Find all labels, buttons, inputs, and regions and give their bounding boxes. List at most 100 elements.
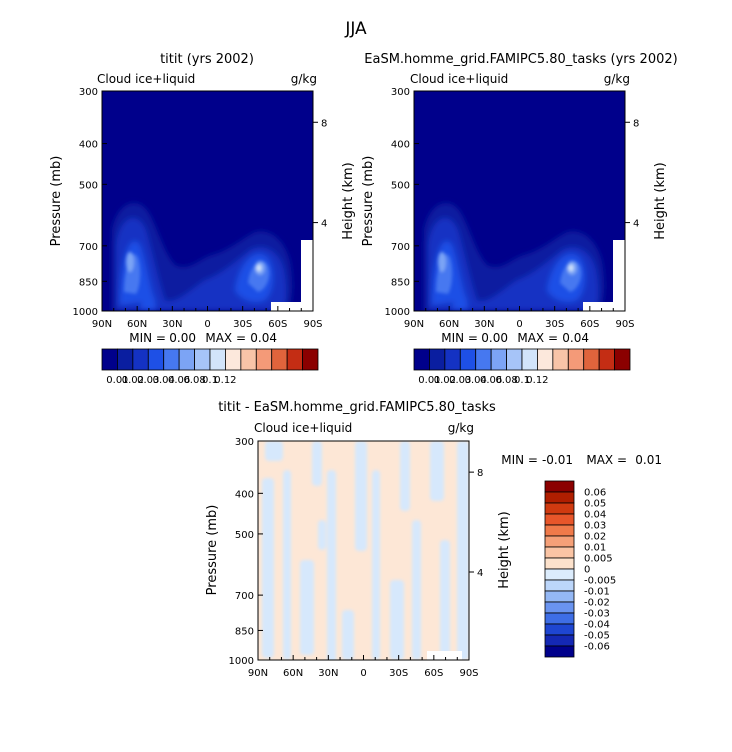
panel-2-colorbar-label: 0.1 (514, 375, 530, 386)
panel-3-min-label: MIN = (501, 453, 538, 467)
panel-2-colorbar-box (490, 348, 507, 371)
panel-3-colorbar-label: -0.02 (584, 598, 610, 609)
panel-1-colorbar-box (286, 348, 303, 371)
panel-2-colorbar-box (521, 348, 538, 371)
panel-2: EaSM.homme_grid.FAMIPC5.80_tasks (yrs 20… (361, 52, 678, 386)
panel-1: titit (yrs 2002) Cloud ice+liquid g/kg (49, 52, 356, 386)
panel-2-colorbar-box (537, 348, 554, 371)
panel-1-left-label: Cloud ice+liquid (97, 72, 195, 86)
panel-3-colorbar-box (544, 645, 575, 658)
panel-2-max-value: 0.04 (562, 331, 589, 345)
panel-1-min-label: MIN = (129, 331, 166, 345)
panel-3-negative-region (355, 441, 367, 551)
panel-1-colorbar-label: 0.02 (122, 375, 144, 386)
panel-2-colorbar-box (552, 348, 569, 371)
panel-2-xtick-label: 60N (439, 319, 459, 330)
panel-3-xtick-label: 60N (283, 668, 303, 679)
panel-2-xtick-label: 0 (516, 319, 522, 330)
panel-3-negative-region (430, 441, 444, 501)
panel-3-colorbar-label: -0.01 (584, 587, 610, 598)
panel-2-colorbar-box (567, 348, 585, 371)
panel-3-negative-region (312, 441, 322, 486)
panel-3-negative-region (283, 470, 291, 660)
panel-3-colorbar-label: 0.02 (584, 532, 606, 543)
panel-1-min-value: 0.00 (169, 331, 196, 345)
panel-1-xtick-label: 60S (268, 319, 287, 330)
panel-2-ytick-label: 850 (391, 277, 410, 288)
panel-3-colorbar-box (544, 579, 575, 592)
panel-3-colorbar-label: -0.03 (584, 609, 610, 620)
panel-3-colorbar-box (544, 546, 575, 559)
panel-1-xtick-label: 30S (233, 319, 252, 330)
panel-1-ylabel: Pressure (mb) (49, 156, 64, 247)
panel-3-ylabel: Pressure (mb) (205, 505, 220, 596)
panel-3-colorbar-box (544, 557, 575, 570)
panel-2-xtick-label: 60S (580, 319, 599, 330)
panel-3: titit - EaSM.homme_grid.FAMIPC5.80_tasks… (205, 400, 662, 679)
panel-3-ytick-label: 850 (235, 626, 254, 637)
panel-3-ytick-label: 700 (235, 591, 254, 602)
panel-3-negative-region (400, 441, 410, 511)
panel-3-colorbar-box (544, 502, 575, 515)
panel-2-ytick-label: 500 (391, 180, 410, 191)
panel-3-ytick-label: 400 (235, 489, 254, 500)
panel-3-colorbar-box (544, 491, 575, 504)
panel-1-colorbar-box (163, 348, 180, 371)
panel-1-xtick-label: 90N (92, 319, 112, 330)
panel-3-xtick-label: 0 (360, 668, 366, 679)
panel-2-min-value: 0.00 (481, 331, 508, 345)
panel-3-colorbar-box (544, 568, 575, 581)
panel-2-y2label: Height (km) (653, 162, 668, 239)
panel-1-colorbar-label: 0.06 (168, 375, 190, 386)
panel-1-colorbar-box (132, 348, 149, 371)
panel-2-y2tick-label: 8 (633, 118, 639, 129)
panel-3-colorbar-box (544, 480, 575, 493)
panel-2-xtick-label: 30S (545, 319, 564, 330)
panel-3-negative-region (440, 540, 450, 660)
panel-2-colorbar-box (413, 348, 430, 371)
panel-3-title: titit - EaSM.homme_grid.FAMIPC5.80_tasks (218, 400, 496, 415)
panel-1-colorbar-label: 0.03 (137, 375, 159, 386)
panel-1-colorbar-box (117, 348, 134, 371)
panel-1-xtick-label: 60N (127, 319, 147, 330)
panel-2-ytick-label: 1000 (385, 307, 410, 318)
panel-1-colorbar-box (225, 348, 242, 371)
panel-1-y2tick-label: 4 (321, 219, 327, 230)
panel-1-y2label: Height (km) (341, 162, 356, 239)
panel-2-colorbar-label: 0.03 (449, 375, 471, 386)
panel-2-xtick-label: 90S (615, 319, 634, 330)
panel-1-colorbar-box (194, 348, 211, 371)
panel-3-xtick-label: 90N (248, 668, 268, 679)
panel-2-xtick-label: 90N (404, 319, 424, 330)
panel-1-max-label: MAX = (205, 331, 246, 345)
panel-3-colorbar-box (544, 513, 575, 526)
panel-3-left-label: Cloud ice+liquid (254, 421, 352, 435)
panel-3-colorbar-box (544, 612, 575, 625)
panel-3-ytick-label: 1000 (229, 656, 254, 667)
panel-3-colorbar-box (544, 524, 575, 537)
panel-1-land-mask (271, 302, 313, 311)
panel-3-colorbar-label: 0.01 (584, 543, 606, 554)
panel-3-field (258, 441, 469, 660)
panel-3-negative-region (300, 560, 314, 655)
panel-2-ytick-label: 700 (391, 242, 410, 253)
panel-2-y2tick-label: 4 (633, 219, 639, 230)
panel-3-negative-region (457, 441, 469, 660)
panel-1-colorbar-box (255, 348, 273, 371)
panel-1-land-mask-2 (301, 240, 313, 302)
panel-2-ytick-label: 400 (391, 140, 410, 151)
panel-2-colorbar-box (598, 348, 615, 371)
panel-1-ytick-label: 400 (79, 140, 98, 151)
panel-1-xtick-label: 90S (303, 319, 322, 330)
panel-3-xtick-label: 30S (389, 668, 408, 679)
panel-2-ylabel: Pressure (mb) (361, 156, 376, 247)
panel-3-colorbar-label: 0.005 (584, 554, 613, 565)
panel-1-colorbar-box (101, 348, 118, 371)
panel-2-colorbar-label: 0.06 (480, 375, 502, 386)
panel-2-max-label: MAX = (517, 331, 558, 345)
panel-1-xtick-label: 0 (204, 319, 210, 330)
panel-3-negative-region (327, 470, 336, 660)
panel-1-colorbar-box (302, 348, 319, 371)
panel-3-colorbar-box (544, 535, 575, 548)
